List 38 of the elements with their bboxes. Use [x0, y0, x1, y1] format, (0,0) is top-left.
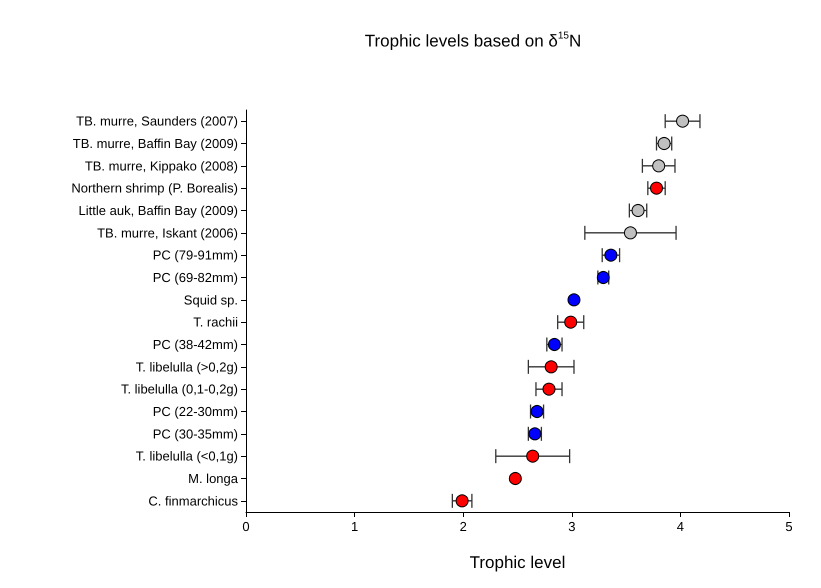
point [624, 226, 637, 240]
x-tick-label: 4 [676, 519, 684, 534]
y-tick-label: PC (79-91mm) [152, 248, 238, 263]
y-tick-label: PC (38-42mm) [152, 337, 238, 352]
point [567, 293, 580, 306]
point [526, 450, 540, 463]
point [542, 382, 556, 396]
y-tick-label: PC (22-30mm) [152, 404, 238, 419]
x-tick-label: 1 [350, 519, 358, 534]
y-tick-label: C. finmarchicus [148, 493, 238, 508]
point [456, 494, 469, 508]
x-tick-label: 3 [568, 519, 576, 534]
x-tick-label: 0 [242, 519, 250, 534]
y-tick-label: M. longa [188, 471, 239, 486]
point [650, 182, 664, 195]
y-tick-label: PC (69-82mm) [152, 270, 238, 285]
y-tick-label: Northern shrimp (P. Borealis) [71, 180, 238, 196]
point [676, 114, 690, 128]
y-tick-label: T. libelulla (0,1-0,2g) [120, 382, 238, 397]
y-tick-label: T. libelulla (<0,1g) [136, 448, 238, 464]
point [508, 472, 522, 485]
y-tick-label: T. rachii [193, 314, 238, 330]
y-tick-label: TB. murre, Baffin Bay (2009) [72, 136, 238, 151]
point [652, 159, 666, 172]
point [544, 360, 558, 374]
x-tick-label: 5 [785, 519, 793, 534]
y-tick-label: T. libelulla (>0,2g) [136, 359, 238, 374]
y-tick-label: TB. murre, Iskant (2006) [97, 225, 238, 240]
point [604, 248, 618, 262]
y-tick-label: TB. murre, Kippako (2008) [84, 158, 238, 174]
x-axis-title: Trophic level [470, 553, 566, 572]
point [564, 316, 578, 329]
point [632, 204, 645, 217]
y-tick-label: Little auk, Baffin Bay (2009) [78, 203, 238, 218]
y-tick-label: TB. murre, Saunders (2007) [76, 114, 238, 129]
y-tick-label: PC (30-35mm) [152, 426, 238, 442]
x-tick-label: 2 [460, 519, 467, 534]
y-tick-label: Squid sp. [184, 292, 238, 308]
